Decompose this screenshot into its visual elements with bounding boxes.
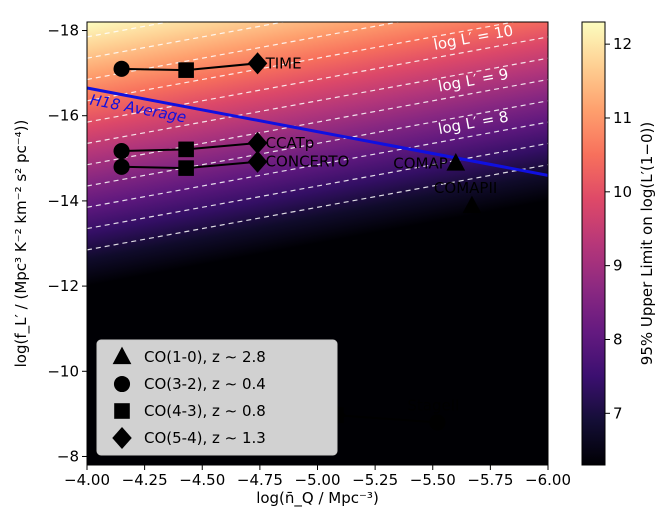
label-comapii: COMAPII xyxy=(434,179,497,197)
h18-average-line-path xyxy=(87,86,548,177)
contour-line xyxy=(87,57,548,144)
colorbar-label: 95% Upper Limit on log(L′(1−0)) xyxy=(638,122,656,365)
point-circle xyxy=(429,414,446,431)
contour-label: log L′ = 11 xyxy=(432,0,515,11)
x-tick-label: −5.75 xyxy=(467,471,513,489)
x-tick-label: −5.00 xyxy=(295,471,341,489)
contour-line xyxy=(87,22,517,102)
series-comap xyxy=(446,153,466,171)
colorbar-tick-label: 8 xyxy=(613,330,623,348)
point-triangle xyxy=(446,153,466,171)
point-triangle xyxy=(462,195,482,214)
colorbar-tick-label: 10 xyxy=(613,183,632,201)
point-square xyxy=(178,141,194,158)
series-time xyxy=(113,52,268,78)
colorbar-tick-label: 9 xyxy=(613,257,623,275)
legend-marker-circle xyxy=(113,375,131,393)
survey-series xyxy=(113,52,482,431)
legend-label: CO(3-2), z ∼ 0.4 xyxy=(144,375,266,393)
colorbar: 7 8 9 10 11 12 95% Upper Limit on log(L′(1−0)… xyxy=(581,21,656,466)
contour-line xyxy=(87,36,548,123)
x-tick-label: −4.50 xyxy=(179,471,225,489)
point-diamond xyxy=(247,52,268,75)
contour-line xyxy=(87,164,548,251)
y-tick-label: −10 xyxy=(47,362,79,380)
colorbar-ticks: 7 8 9 10 11 12 xyxy=(605,35,632,422)
y-tick-label: −18 xyxy=(47,22,79,40)
legend-marker-square xyxy=(114,403,130,419)
y-axis: −18 −16 −14 −12 −10 −8 xyxy=(47,22,87,465)
colorbar-scale xyxy=(581,21,606,466)
series-ccatp xyxy=(113,131,268,160)
y-tick-label: −12 xyxy=(47,277,79,295)
point-circle xyxy=(113,143,130,160)
contour-line xyxy=(87,121,548,208)
legend-marker-diamond xyxy=(112,426,132,450)
x-tick-label: −5.50 xyxy=(410,471,456,489)
series-comapii xyxy=(462,195,482,214)
point-square xyxy=(178,62,194,78)
colorbar-tick-label: 11 xyxy=(613,109,632,127)
y-tick-label: −16 xyxy=(47,107,79,125)
point-circle xyxy=(113,60,130,77)
y-tick-label: −14 xyxy=(47,192,79,210)
point-diamond xyxy=(247,150,268,173)
label-concerto: CONCERTO xyxy=(266,153,350,171)
x-tick-label: −5.25 xyxy=(352,471,398,489)
legend-box xyxy=(96,339,338,456)
contour-line xyxy=(87,142,548,230)
legend-label: CO(1-0), z ∼ 2.8 xyxy=(144,348,266,366)
series-line xyxy=(335,414,438,424)
label-time: TIME xyxy=(265,54,302,72)
contour-line xyxy=(87,0,548,16)
x-tick-label: −4.00 xyxy=(64,471,110,489)
contour-line xyxy=(87,22,402,81)
point-square xyxy=(178,160,194,176)
label-comap: COMAP xyxy=(393,154,448,172)
label-ccatp: CCATp xyxy=(266,134,315,152)
y-axis-label: log(f_L′ / (Mpc³ K⁻² km⁻² s² pc⁻⁴)) xyxy=(12,120,31,368)
contour-line xyxy=(87,100,548,187)
point-circle xyxy=(113,158,130,175)
legend-label: CO(4-3), z ∼ 0.8 xyxy=(144,402,266,420)
point-diamond xyxy=(247,131,268,155)
legend: CO(1-0), z ∼ 2.8 CO(3-2), z ∼ 0.4 CO(4-3),… xyxy=(96,339,338,456)
x-tick-label: −4.25 xyxy=(122,471,168,489)
x-tick-label: −4.75 xyxy=(237,471,283,489)
y-tick-label: −8 xyxy=(57,447,79,465)
x-axis: −4.00 −4.25 −4.50 −4.75 −5.00 −5.25 −5.50 −5.75… xyxy=(64,465,571,489)
colorbar-tick-label: 7 xyxy=(613,404,623,422)
contour-line xyxy=(87,78,548,166)
x-tick-label: −6.00 xyxy=(525,471,571,489)
legend-label: CO(5-4), z ∼ 1.3 xyxy=(144,429,266,447)
x-axis-label: log(n̄_Q / Mpc⁻³) xyxy=(256,489,379,508)
label-stageii: StageII xyxy=(407,396,459,414)
series-concerto xyxy=(113,150,268,176)
colorbar-tick-label: 12 xyxy=(613,35,632,53)
legend-marker-triangle xyxy=(112,346,132,365)
